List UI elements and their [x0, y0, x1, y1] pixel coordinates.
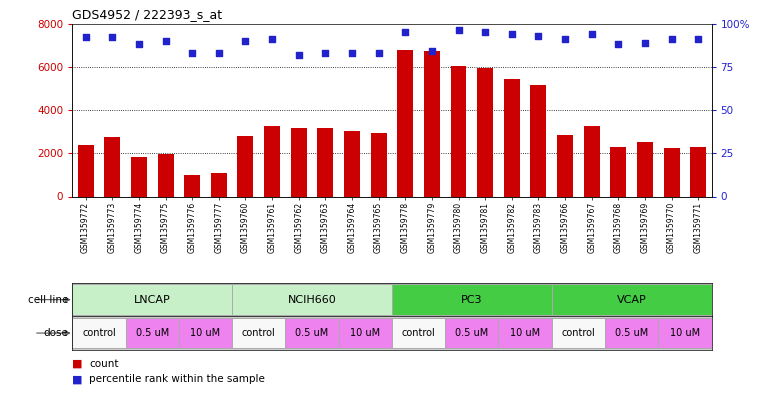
Point	[453, 28, 465, 34]
Bar	[637, 142, 653, 196]
Text: control: control	[242, 328, 275, 338]
Point	[639, 39, 651, 46]
Bar	[184, 175, 200, 196]
Bar	[232, 318, 285, 349]
Bar	[291, 129, 307, 196]
Point	[559, 36, 571, 42]
Text: PC3: PC3	[461, 295, 482, 305]
Point	[666, 36, 678, 42]
Bar	[317, 129, 333, 196]
Bar	[131, 156, 147, 196]
Point	[320, 50, 332, 56]
Bar	[392, 284, 552, 315]
Bar	[371, 133, 387, 196]
Text: 0.5 uM: 0.5 uM	[455, 328, 489, 338]
Text: 0.5 uM: 0.5 uM	[615, 328, 648, 338]
Text: LNCAP: LNCAP	[134, 295, 170, 305]
Bar	[264, 126, 280, 196]
Point	[506, 31, 518, 37]
Bar	[530, 85, 546, 196]
Point	[426, 48, 438, 54]
Bar	[552, 284, 712, 315]
Bar	[498, 318, 552, 349]
Bar	[344, 130, 360, 196]
Bar	[445, 318, 498, 349]
Text: 10 uM: 10 uM	[510, 328, 540, 338]
Point	[293, 51, 305, 58]
Point	[80, 34, 92, 40]
Point	[213, 50, 225, 56]
Bar	[658, 318, 712, 349]
Bar	[504, 79, 520, 196]
Text: cell line: cell line	[28, 295, 68, 305]
Point	[240, 38, 252, 44]
Bar	[158, 154, 174, 196]
Bar	[690, 147, 706, 196]
Point	[533, 33, 545, 39]
Text: 10 uM: 10 uM	[350, 328, 380, 338]
Bar	[552, 318, 605, 349]
Bar	[232, 284, 392, 315]
Bar	[584, 126, 600, 196]
Bar	[392, 318, 445, 349]
Point	[373, 50, 385, 56]
Text: 0.5 uM: 0.5 uM	[295, 328, 329, 338]
Text: 10 uM: 10 uM	[670, 328, 700, 338]
Bar	[557, 135, 573, 196]
Text: 0.5 uM: 0.5 uM	[135, 328, 169, 338]
Point	[612, 41, 624, 48]
Bar	[179, 318, 232, 349]
Point	[586, 31, 598, 37]
Bar	[126, 318, 179, 349]
Bar	[237, 136, 253, 196]
Bar	[664, 148, 680, 196]
Point	[186, 50, 199, 56]
Point	[266, 36, 279, 42]
Bar	[424, 51, 440, 196]
Text: VCAP: VCAP	[616, 295, 647, 305]
Bar	[477, 68, 493, 196]
Text: count: count	[89, 358, 119, 369]
Bar	[605, 318, 658, 349]
Point	[160, 38, 172, 44]
Bar	[72, 284, 232, 315]
Text: NCIH660: NCIH660	[288, 295, 336, 305]
Bar	[339, 318, 392, 349]
Bar	[78, 145, 94, 196]
Bar	[72, 318, 126, 349]
Bar	[451, 66, 466, 196]
Point	[133, 41, 145, 48]
Point	[107, 34, 119, 40]
Text: control: control	[562, 328, 595, 338]
Text: dose: dose	[43, 328, 68, 338]
Text: percentile rank within the sample: percentile rank within the sample	[89, 374, 265, 384]
Point	[693, 36, 705, 42]
Text: ■: ■	[72, 358, 83, 369]
Point	[400, 29, 412, 35]
Bar	[397, 50, 413, 196]
Point	[479, 29, 492, 35]
Text: ■: ■	[72, 374, 83, 384]
Text: 10 uM: 10 uM	[190, 328, 221, 338]
Text: GDS4952 / 222393_s_at: GDS4952 / 222393_s_at	[72, 8, 222, 21]
Text: control: control	[82, 328, 116, 338]
Point	[346, 50, 358, 56]
Bar	[285, 318, 339, 349]
Bar	[104, 137, 120, 196]
Text: control: control	[402, 328, 435, 338]
Bar	[211, 173, 227, 196]
Bar	[610, 147, 626, 196]
